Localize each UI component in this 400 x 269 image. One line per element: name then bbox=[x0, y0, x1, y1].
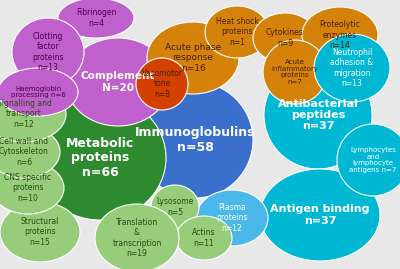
Ellipse shape bbox=[34, 96, 166, 220]
Text: Translation
&
transcription
n=19: Translation & transcription n=19 bbox=[112, 218, 162, 258]
Ellipse shape bbox=[136, 58, 188, 110]
Text: Structural
proteins
n=15: Structural proteins n=15 bbox=[21, 217, 59, 247]
Ellipse shape bbox=[147, 22, 239, 94]
Ellipse shape bbox=[0, 126, 60, 178]
Ellipse shape bbox=[337, 124, 400, 196]
Text: Complement
N=20: Complement N=20 bbox=[81, 71, 155, 93]
Ellipse shape bbox=[196, 190, 268, 246]
Text: Haemoglobin
processing n=6: Haemoglobin processing n=6 bbox=[11, 86, 65, 98]
Text: Lysosome
n=5: Lysosome n=5 bbox=[156, 197, 194, 217]
Text: Proteolytic
enzymes
n=14: Proteolytic enzymes n=14 bbox=[320, 20, 360, 49]
Text: Signalling and
transport
n=12: Signalling and transport n=12 bbox=[0, 100, 52, 129]
Ellipse shape bbox=[205, 6, 269, 58]
Ellipse shape bbox=[302, 7, 378, 63]
Ellipse shape bbox=[263, 40, 327, 104]
Text: Cytokines
n=9: Cytokines n=9 bbox=[266, 29, 304, 48]
Text: Vasomotor
tone
n=8: Vasomotor tone n=8 bbox=[142, 69, 182, 98]
Ellipse shape bbox=[66, 38, 170, 126]
Ellipse shape bbox=[0, 68, 78, 116]
Text: Immunoglobulins
n=58: Immunoglobulins n=58 bbox=[135, 126, 255, 154]
Ellipse shape bbox=[12, 18, 84, 86]
Text: CNS specific
proteins
n=10: CNS specific proteins n=10 bbox=[4, 174, 52, 203]
Text: Acute phase
response
n=16: Acute phase response n=16 bbox=[165, 44, 221, 73]
Ellipse shape bbox=[0, 162, 64, 214]
Ellipse shape bbox=[264, 61, 372, 169]
Text: Acute
inflammatory
proteins
n=7: Acute inflammatory proteins n=7 bbox=[272, 59, 318, 85]
Ellipse shape bbox=[0, 86, 66, 142]
Ellipse shape bbox=[0, 202, 80, 262]
Text: Antibacterial
peptides
n=37: Antibacterial peptides n=37 bbox=[278, 99, 358, 131]
Ellipse shape bbox=[95, 204, 179, 269]
Ellipse shape bbox=[137, 82, 253, 198]
Text: Neutrophil
adhesion &
migration
n=13: Neutrophil adhesion & migration n=13 bbox=[330, 48, 374, 88]
Text: Fibrinogen
n=4: Fibrinogen n=4 bbox=[76, 9, 116, 27]
Ellipse shape bbox=[260, 169, 380, 261]
Ellipse shape bbox=[314, 34, 390, 102]
Ellipse shape bbox=[176, 216, 232, 260]
Text: Metabolic
proteins
n=66: Metabolic proteins n=66 bbox=[66, 137, 134, 179]
Text: Lymphocytes
and
lymphocyte
antigens n=7: Lymphocytes and lymphocyte antigens n=7 bbox=[349, 147, 397, 173]
Text: Heat shock
proteins
n=1: Heat shock proteins n=1 bbox=[216, 17, 258, 47]
Text: Antigen binding
n=37: Antigen binding n=37 bbox=[270, 204, 370, 226]
Ellipse shape bbox=[58, 0, 134, 38]
Ellipse shape bbox=[151, 185, 199, 229]
Text: Actins
n=11: Actins n=11 bbox=[192, 228, 216, 247]
Text: Plasma
proteins
n=12: Plasma proteins n=12 bbox=[216, 203, 248, 232]
Ellipse shape bbox=[253, 13, 317, 63]
Text: Cell wall and
Cytoskeleton
n=6: Cell wall and Cytoskeleton n=6 bbox=[0, 137, 49, 167]
Text: Clotting
factor
proteins
n=13: Clotting factor proteins n=13 bbox=[32, 33, 64, 72]
